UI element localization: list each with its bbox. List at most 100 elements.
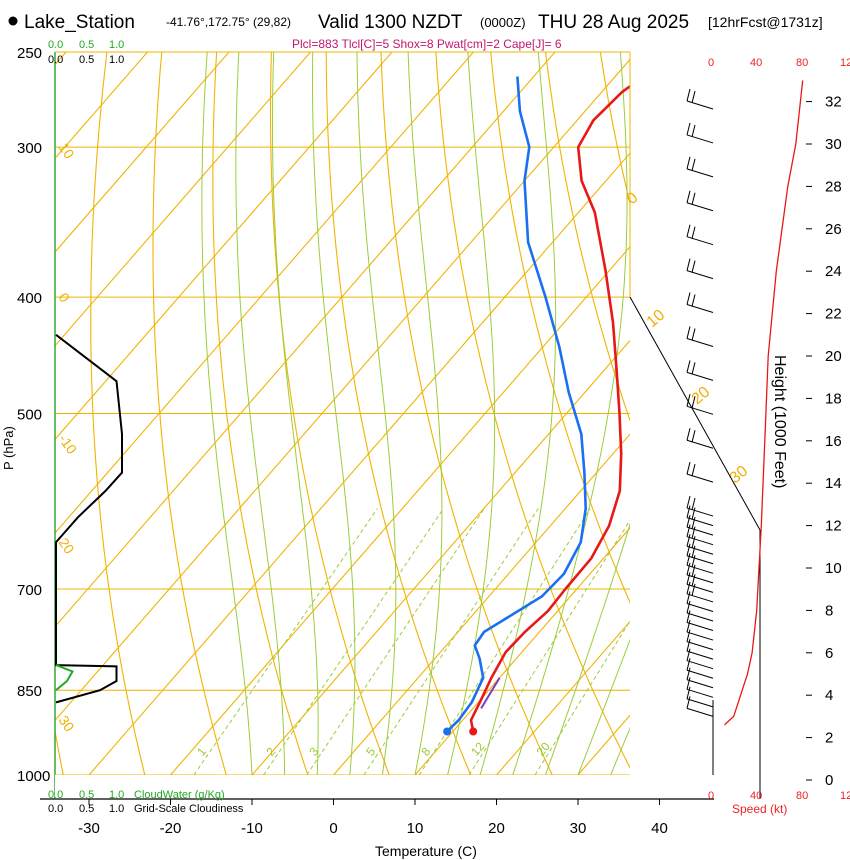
dry-adiabat-350 bbox=[651, 31, 850, 801]
dry-adiabat-label-30: 30 bbox=[727, 463, 752, 488]
wind-barb-feather bbox=[686, 534, 691, 547]
isotherm--80 bbox=[55, 52, 311, 347]
isotherm--40 bbox=[55, 58, 630, 722]
wind-barb-feather bbox=[691, 517, 696, 530]
wind-barb-feather bbox=[686, 658, 691, 671]
height-tick-26: 26 bbox=[825, 221, 842, 238]
isotherm-0 bbox=[333, 433, 630, 776]
surface-temperature-marker bbox=[469, 727, 478, 736]
cloudwater-top-tick-1: 0.5 bbox=[79, 39, 94, 51]
wind-barb-feather bbox=[686, 591, 691, 604]
wind-barb bbox=[686, 555, 714, 565]
cloudiness-top-tick-0: 0.0 bbox=[48, 54, 63, 66]
dry-adiabat-label-20: 20 bbox=[689, 384, 714, 409]
wind-barb bbox=[686, 574, 714, 584]
dry-adiabat-260 bbox=[152, 52, 235, 799]
height-tick-28: 28 bbox=[825, 178, 842, 195]
wind-barb-feather bbox=[686, 505, 691, 518]
wind-barb bbox=[686, 545, 714, 555]
wind-barb bbox=[686, 660, 714, 670]
pressure-tick-700: 700 bbox=[17, 582, 42, 599]
cloudiness-bottom-tick-2: 1.0 bbox=[109, 803, 124, 815]
temp-tick--20: -20 bbox=[160, 820, 182, 837]
wind-barb-feather bbox=[686, 686, 691, 699]
moist-adiabat--2 bbox=[272, 52, 319, 776]
temp-tick-40: 40 bbox=[651, 820, 668, 837]
cloudiness-bottom-tick-0: 0.0 bbox=[48, 803, 63, 815]
wind-barb bbox=[686, 371, 714, 381]
wind-barb-feather bbox=[691, 536, 696, 549]
stability-params: Plcl=883 Tlcl[C]=5 Shox=8 Pwat[cm]=2 Cap… bbox=[292, 37, 562, 51]
y-axis-label: P (hPa) bbox=[1, 426, 16, 470]
speed-axis-label: Speed (kt) bbox=[732, 802, 787, 816]
wind-barb bbox=[686, 669, 714, 679]
speed-top-tick-0: 0 bbox=[708, 57, 714, 69]
wind-barb-feather bbox=[691, 545, 696, 558]
height-mapping-line-1 bbox=[629, 296, 761, 531]
wind-barb-feather bbox=[691, 574, 696, 587]
height-tick-4: 4 bbox=[825, 687, 833, 704]
moist-adiabat-34 bbox=[610, 726, 630, 776]
wind-barb bbox=[686, 134, 714, 144]
wind-barb bbox=[686, 602, 714, 612]
mixing-ratio-line-12 bbox=[468, 519, 630, 776]
wind-barb-feather bbox=[686, 394, 691, 407]
wind-barb-feather bbox=[686, 629, 691, 642]
moist-adiabat-26 bbox=[544, 522, 630, 776]
wind-barb-feather bbox=[686, 619, 691, 633]
wind-barb bbox=[686, 688, 714, 698]
wind-barb bbox=[686, 473, 714, 483]
mixing-ratio-line-5 bbox=[363, 508, 539, 776]
surface-dewpoint-marker bbox=[443, 727, 452, 736]
wind-barb-feather bbox=[691, 430, 696, 443]
wind-barb-feather bbox=[686, 562, 691, 575]
below-1000-band bbox=[55, 775, 715, 799]
wind-barb bbox=[686, 304, 714, 314]
isotherm-10 bbox=[414, 527, 630, 776]
height-tick-32: 32 bbox=[825, 94, 842, 111]
cloudiness-top-tick-1: 0.5 bbox=[79, 54, 94, 66]
wind-barb bbox=[686, 583, 714, 593]
wind-barb bbox=[686, 698, 714, 708]
wind-barb bbox=[686, 337, 714, 347]
cloudiness-line bbox=[55, 334, 123, 704]
mixing-ratio-label-12: 12 bbox=[468, 739, 488, 758]
wind-barb-feather bbox=[686, 190, 691, 203]
height-tick-18: 18 bbox=[825, 390, 842, 407]
wind-barb-feather bbox=[686, 88, 691, 102]
wind-barb-feather bbox=[691, 396, 696, 409]
height-tick-14: 14 bbox=[825, 475, 842, 492]
wind-barb-feather bbox=[686, 677, 691, 690]
wind-barb bbox=[686, 439, 714, 449]
cloudiness-bottom-tick-1: 0.5 bbox=[79, 803, 94, 815]
moist-adiabat--10 bbox=[201, 52, 253, 776]
wind-barb-feather bbox=[686, 600, 691, 614]
wind-barb bbox=[686, 202, 714, 212]
station-dot bbox=[8, 16, 18, 26]
wind-barb-feather bbox=[686, 224, 691, 237]
wind-barb-feather bbox=[691, 192, 696, 205]
wind-barb-feather bbox=[686, 515, 691, 528]
cloudwater-label: CloudWater (g/Kg) bbox=[134, 789, 225, 801]
isotherm--10 bbox=[251, 339, 630, 776]
wind-barb-feather bbox=[686, 543, 691, 556]
moist-adiabat-10 bbox=[407, 52, 443, 776]
wind-barb bbox=[686, 593, 714, 603]
cloudiness-label: Grid-Scale Cloudiness bbox=[134, 803, 244, 815]
wind-barb-feather bbox=[691, 90, 696, 104]
dry-adiabat-290 bbox=[325, 52, 482, 799]
pressure-tick-500: 500 bbox=[17, 407, 42, 424]
isotherm--20 bbox=[170, 246, 630, 776]
wind-barb-feather bbox=[691, 555, 696, 568]
wind-barb-feather bbox=[686, 524, 691, 537]
wind-barb-feather bbox=[686, 610, 691, 623]
wind-barb-feather bbox=[686, 428, 691, 441]
wind-barb-feather bbox=[691, 362, 696, 375]
isotherm--50 bbox=[55, 52, 556, 628]
pressure-tick-250: 250 bbox=[17, 45, 42, 62]
speed-top-tick-120: 12 bbox=[840, 57, 850, 69]
wind-barb-feather bbox=[686, 360, 691, 373]
temp-tick-0: 0 bbox=[329, 820, 337, 837]
wind-barb bbox=[686, 517, 714, 527]
